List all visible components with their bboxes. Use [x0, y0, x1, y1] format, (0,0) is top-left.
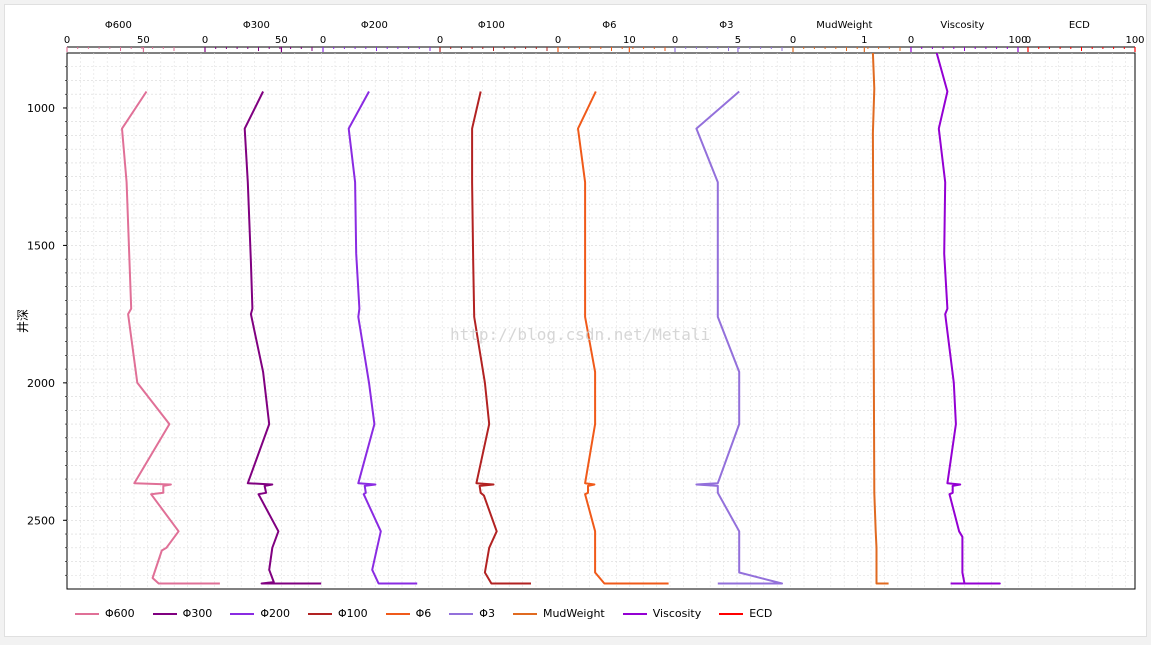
legend-label: Φ6: [415, 607, 432, 620]
track-tick-label: 100: [1125, 35, 1144, 46]
legend-item: Φ3: [449, 607, 495, 620]
track-tick-label: 5: [735, 35, 741, 46]
series-line: [243, 91, 322, 585]
legend-item: ECD: [719, 607, 772, 620]
plot-area: [66, 52, 1136, 590]
legend-label: Viscosity: [652, 607, 702, 620]
track-title: Φ300: [243, 20, 270, 31]
legend-item: Φ300: [152, 607, 213, 620]
y-tick-label: 1500: [27, 239, 55, 252]
legend-item: MudWeight: [512, 607, 605, 620]
legend-item: Φ100: [307, 607, 368, 620]
track-tick-label: 0: [908, 35, 914, 46]
legend-item: Viscosity: [622, 607, 702, 620]
legend-item: Φ600: [75, 607, 135, 620]
legend-item: Φ200: [230, 607, 290, 620]
series-line: [347, 91, 418, 585]
legend-swatch: [385, 612, 410, 615]
track-title: Φ600: [105, 20, 132, 31]
track-tick-label: 1: [861, 35, 867, 46]
chart-container: 1000 1500 2000 2500 井深 Φ600 0 50 Φ300 0 50 Φ200 0 Φ10…: [4, 4, 1147, 637]
track-title: Φ3: [719, 20, 733, 31]
track-tick-label: 0: [437, 35, 443, 46]
track-title: Viscosity: [940, 20, 984, 31]
legend-swatch: [152, 612, 177, 615]
track-title: Φ6: [602, 20, 616, 31]
legend-swatch: [512, 612, 537, 615]
legend-swatch: [307, 612, 332, 615]
legend-label: MudWeight: [542, 607, 605, 620]
legend-swatch: [75, 612, 99, 615]
track-title: MudWeight: [816, 20, 872, 31]
track-tick-label: 0: [64, 35, 70, 46]
watermark: http://blog.csdn.net/Metali: [450, 325, 711, 344]
legend-label: Φ300: [182, 607, 213, 620]
legend-label: Φ3: [479, 607, 495, 620]
y-tick-label: 1000: [27, 102, 55, 115]
track-tick-label: 10: [623, 35, 636, 46]
series-line: [871, 52, 889, 585]
legend-label: Φ100: [337, 607, 368, 620]
legend-label: Φ200: [260, 607, 290, 620]
y-axis-label: 井深: [16, 309, 30, 333]
track-tick-label: 0: [202, 35, 208, 46]
legend-item: Φ6: [385, 607, 432, 620]
track-tick-label: 0: [790, 35, 796, 46]
legend-swatch: [719, 612, 744, 615]
legend-swatch: [230, 612, 255, 615]
series-line: [121, 90, 220, 585]
y-tick-label: 2500: [27, 514, 55, 527]
track-tick-label: 50: [275, 35, 288, 46]
track-tick-label: 0: [1025, 35, 1031, 46]
track-title: Φ200: [361, 20, 388, 31]
legend-swatch: [449, 612, 474, 615]
track-tick-label: 100: [1008, 35, 1027, 46]
series-line: [471, 91, 531, 585]
track-tick-label: 0: [555, 35, 561, 46]
legend-swatch: [622, 612, 647, 615]
track-tick-label: 0: [320, 35, 326, 46]
track-title: Φ100: [478, 20, 505, 31]
track-title: ECD: [1069, 20, 1090, 31]
track-tick-label: 0: [672, 35, 678, 46]
legend: Φ600 Φ300 Φ200 Φ100 Φ6 Φ3 MudWeight Viscosity EC…: [75, 607, 790, 620]
legend-label: Φ600: [105, 607, 135, 620]
series-line: [695, 90, 783, 585]
y-tick-label: 2000: [27, 377, 55, 390]
legend-label: ECD: [749, 607, 773, 620]
track-tick-label: 50: [137, 35, 150, 46]
series-line: [577, 91, 669, 585]
series-line: [935, 52, 1001, 585]
